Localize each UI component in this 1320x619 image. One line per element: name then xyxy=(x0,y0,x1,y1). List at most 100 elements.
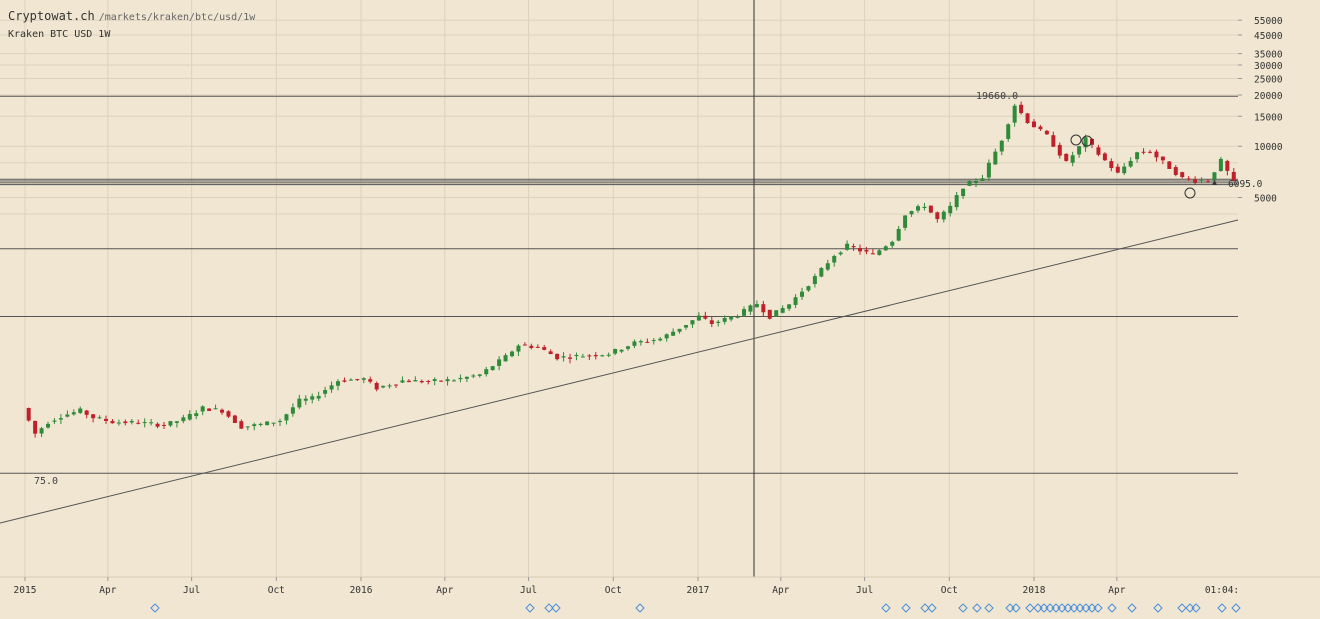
candle xyxy=(329,385,334,390)
candle xyxy=(619,349,624,352)
candle xyxy=(800,291,805,297)
candle xyxy=(432,379,437,381)
candle xyxy=(870,253,875,255)
event-marker xyxy=(1191,603,1201,613)
candle xyxy=(71,412,76,415)
candle xyxy=(136,422,141,424)
event-marker xyxy=(1063,603,1073,613)
candle xyxy=(574,355,579,357)
candle xyxy=(1186,178,1191,180)
candle xyxy=(258,423,263,425)
candle xyxy=(290,407,295,414)
candles xyxy=(26,101,1236,438)
candle xyxy=(168,421,173,426)
candle xyxy=(1096,147,1101,155)
marker-circle xyxy=(1070,134,1082,146)
x-tick-label: Apr xyxy=(1108,585,1125,596)
candle xyxy=(825,263,830,270)
candle xyxy=(1122,166,1127,174)
candle xyxy=(33,420,38,434)
candle xyxy=(1199,180,1204,182)
candle xyxy=(832,256,837,263)
candle xyxy=(1128,160,1133,167)
candle xyxy=(529,345,534,349)
candle xyxy=(1019,104,1024,114)
candle xyxy=(845,243,850,250)
event-marker xyxy=(984,603,994,613)
candle xyxy=(490,366,495,371)
candle xyxy=(162,424,167,426)
candle xyxy=(91,414,96,419)
candle xyxy=(542,347,547,350)
y-tick-label: 25000 xyxy=(1254,75,1283,86)
x-tick-label: Oct xyxy=(268,585,285,596)
site-name: Cryptowat.ch xyxy=(8,9,95,23)
marker-triangle xyxy=(1212,180,1217,185)
candle xyxy=(394,384,399,386)
candle xyxy=(1038,126,1043,130)
candle xyxy=(742,309,747,316)
x-tick-label: 2015 xyxy=(14,585,37,596)
candle xyxy=(116,422,121,424)
candle xyxy=(864,249,869,252)
candle xyxy=(65,414,70,417)
candle xyxy=(1141,151,1146,153)
candle xyxy=(355,379,360,381)
candle xyxy=(903,215,908,228)
candle xyxy=(1160,156,1165,161)
x-tick-label: 2016 xyxy=(350,585,373,596)
candle xyxy=(213,408,218,410)
event-marker xyxy=(1185,603,1195,613)
candle xyxy=(703,315,708,319)
candle xyxy=(967,181,972,186)
candle xyxy=(561,356,566,358)
candle xyxy=(587,355,592,357)
candle xyxy=(97,417,102,419)
event-marker xyxy=(1005,603,1015,613)
candle xyxy=(400,380,405,383)
x-tick-label: Apr xyxy=(772,585,789,596)
candle xyxy=(812,276,817,284)
y-tick-label: 10000 xyxy=(1254,142,1283,153)
candle xyxy=(26,408,31,421)
candle xyxy=(1032,121,1036,128)
candle xyxy=(754,304,759,308)
event-marker xyxy=(635,603,645,613)
y-tick-label: 20000 xyxy=(1254,91,1283,102)
candle xyxy=(452,380,457,382)
candle xyxy=(941,211,946,220)
candle xyxy=(484,369,489,375)
time-tag: 01:04: xyxy=(1205,585,1239,596)
candle xyxy=(986,162,991,178)
event-marker xyxy=(1127,603,1137,613)
event-marker xyxy=(1075,603,1085,613)
candle xyxy=(1102,153,1107,161)
marker-circle xyxy=(1184,187,1196,199)
candle xyxy=(928,205,933,213)
candle xyxy=(1006,124,1011,139)
candle xyxy=(39,428,44,434)
candle xyxy=(510,351,515,357)
event-marker xyxy=(525,603,535,613)
candle xyxy=(477,374,482,376)
brand-title: Cryptowat.ch/markets/kraken/btc/usd/1w xyxy=(8,9,255,23)
candle xyxy=(568,357,573,359)
candle xyxy=(458,377,463,380)
candle xyxy=(980,178,985,181)
candle xyxy=(297,398,302,408)
event-marker xyxy=(1093,603,1103,613)
event-marker xyxy=(1069,603,1079,613)
candle xyxy=(1173,167,1178,175)
candle xyxy=(954,195,959,208)
candle xyxy=(187,414,192,420)
candle xyxy=(387,385,392,387)
candle xyxy=(548,351,553,355)
candle xyxy=(374,382,379,390)
candle xyxy=(104,418,109,421)
candle xyxy=(1154,151,1159,158)
candle xyxy=(1051,135,1056,147)
candle xyxy=(52,420,57,422)
event-marker xyxy=(150,603,160,613)
